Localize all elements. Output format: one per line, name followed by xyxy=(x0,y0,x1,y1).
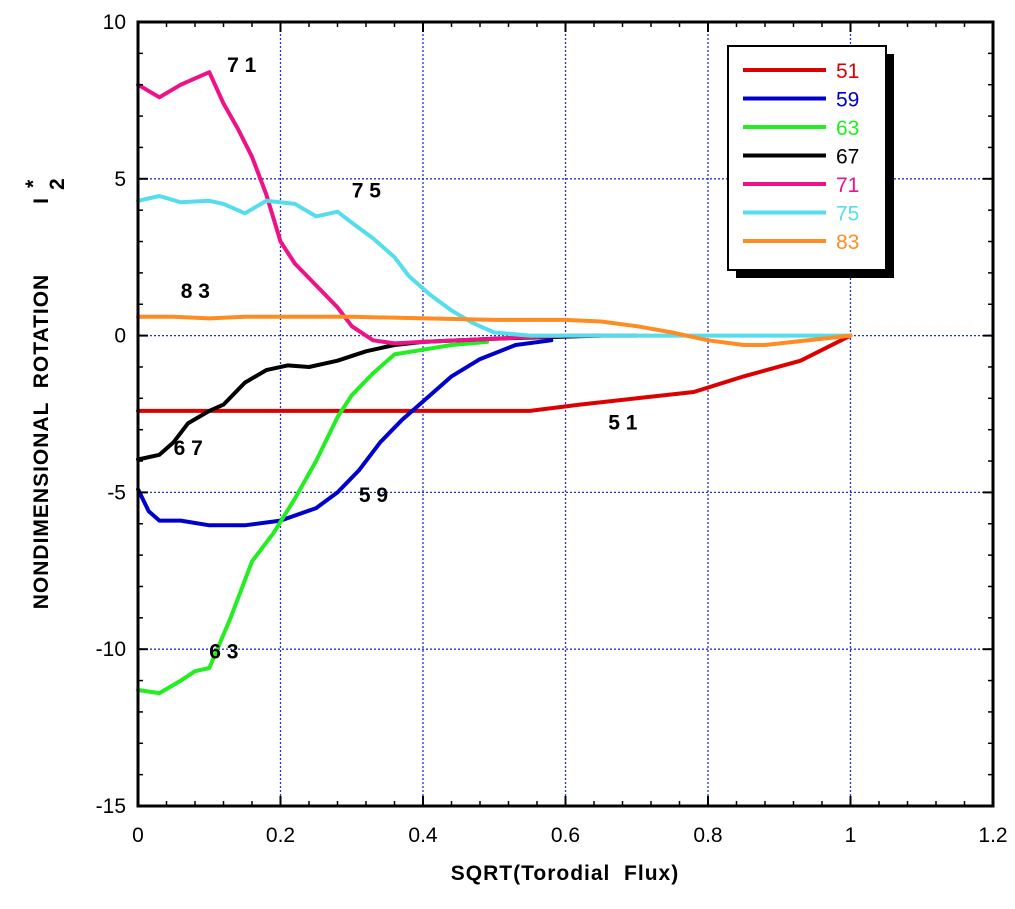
legend-items: 51 59 63 67 71 75 83 xyxy=(743,60,859,254)
series-line-67 xyxy=(136,333,604,462)
y-axis-title: NONDIMENSIONAL ROTATION I xyxy=(30,163,53,657)
curve-label: 5 9 xyxy=(359,484,388,507)
curve-annotations: 7 1 7 5 8 3 5 1 6 7 5 9 6 3 xyxy=(174,54,638,663)
y-axis-title-superscript: * xyxy=(22,179,45,188)
curve-label: 5 1 xyxy=(608,412,638,435)
legend-label: 63 xyxy=(836,117,859,140)
y-axis-title-subscript: 2 xyxy=(46,177,69,190)
legend-label: 71 xyxy=(836,174,859,197)
curve-label: 8 3 xyxy=(181,280,210,303)
y-tick-label: 0 xyxy=(114,325,126,348)
y-tick-label: 10 xyxy=(103,11,126,34)
curve-label: 7 1 xyxy=(227,54,257,77)
legend-label: 59 xyxy=(836,89,859,112)
y-axis-title-symbol: I xyxy=(30,197,53,204)
legend-label: 83 xyxy=(836,231,859,254)
series-line-63 xyxy=(136,339,490,696)
x-tick-label: 0.4 xyxy=(408,824,438,847)
series-line-75 xyxy=(136,194,853,338)
y-tick-label: -15 xyxy=(96,795,126,818)
legend-label: 75 xyxy=(836,203,859,226)
x-tick-label: 1.2 xyxy=(978,824,1007,847)
x-tick-label: 1 xyxy=(845,824,857,847)
x-tick-label: 0.8 xyxy=(693,824,722,847)
legend-box xyxy=(727,45,887,271)
x-tick-label: 0.2 xyxy=(266,824,295,847)
x-tick-label: 0 xyxy=(132,824,144,847)
curve-label: 6 3 xyxy=(209,641,238,664)
series-line-59 xyxy=(136,338,554,528)
y-axis-title-text: NONDIMENSIONAL ROTATION xyxy=(30,274,53,610)
series-lines xyxy=(136,70,853,696)
y-tick-label: -5 xyxy=(107,481,126,504)
axis-ticks: 0 0.2 0.4 0.6 0.8 1 1.2 10 5 0 -5 -10 -15 xyxy=(96,11,1008,847)
x-tick-label: 0.6 xyxy=(551,824,580,847)
legend: 51 59 63 67 71 75 83 xyxy=(727,45,894,278)
curve-label: 6 7 xyxy=(174,437,203,460)
series-line-71 xyxy=(136,70,639,346)
y-tick-label: -10 xyxy=(96,638,126,661)
legend-label: 51 xyxy=(836,60,859,83)
legend-label: 67 xyxy=(836,146,859,169)
x-axis-title: SQRT(Torodial Flux) xyxy=(451,862,679,885)
curve-label: 7 5 xyxy=(352,180,382,203)
y-tick-label: 5 xyxy=(114,168,126,191)
y-axis-title-group: NONDIMENSIONAL ROTATION I * 2 xyxy=(22,163,69,657)
series-line-83 xyxy=(136,314,853,347)
series-line-51 xyxy=(136,333,853,413)
